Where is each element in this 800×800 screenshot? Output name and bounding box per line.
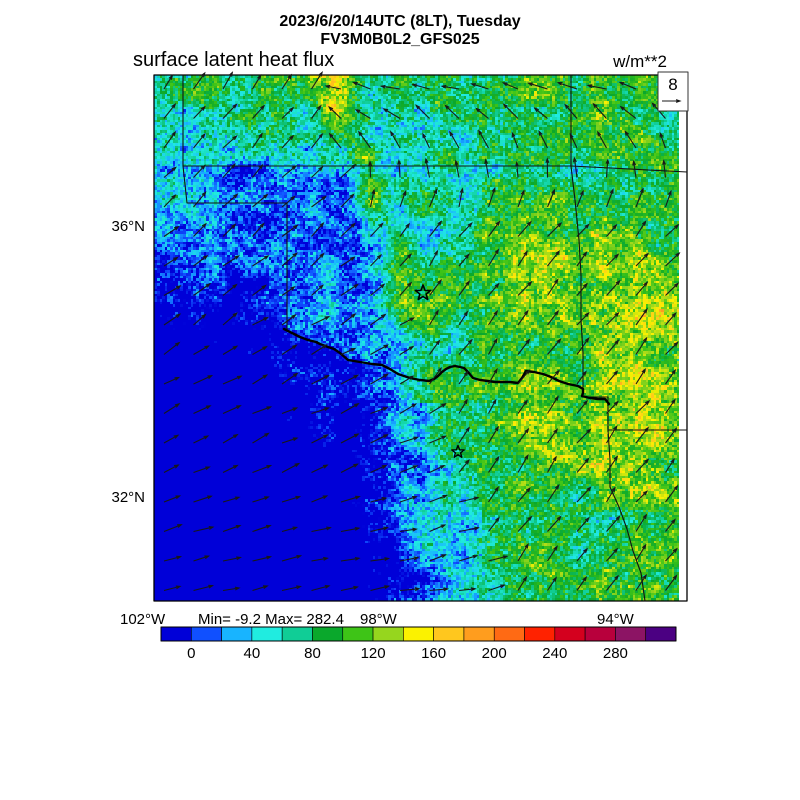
svg-text:200: 200 — [482, 645, 507, 662]
svg-text:40: 40 — [244, 645, 261, 662]
svg-text:160: 160 — [421, 645, 446, 662]
svg-text:0: 0 — [187, 645, 195, 662]
svg-text:120: 120 — [361, 645, 386, 662]
svg-text:240: 240 — [542, 645, 567, 662]
svg-text:80: 80 — [304, 645, 321, 662]
svg-text:8: 8 — [668, 75, 677, 94]
svg-text:280: 280 — [603, 645, 628, 662]
